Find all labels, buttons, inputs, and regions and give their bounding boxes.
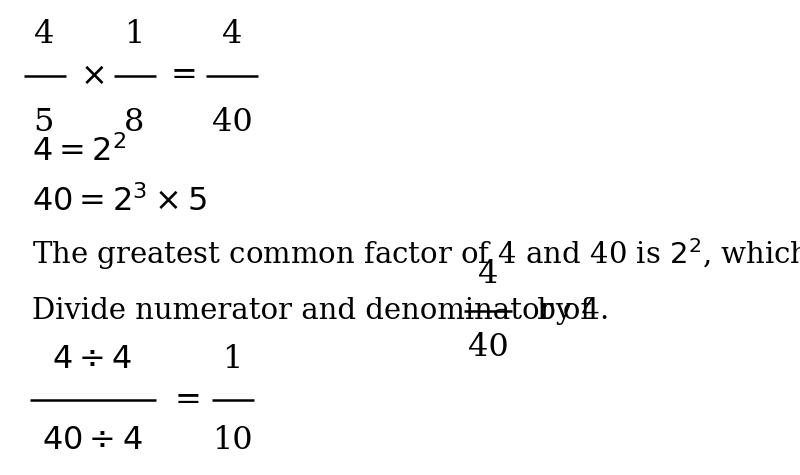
- Text: =: =: [170, 60, 198, 92]
- Text: 1: 1: [124, 19, 145, 50]
- Text: $4 = 2^2$: $4 = 2^2$: [32, 136, 126, 168]
- Text: by 4.: by 4.: [528, 297, 610, 325]
- Text: 40: 40: [468, 332, 508, 363]
- Text: Divide numerator and denominator of: Divide numerator and denominator of: [32, 297, 600, 325]
- Text: 40: 40: [212, 107, 252, 138]
- Text: 10: 10: [212, 425, 252, 456]
- Text: 4: 4: [34, 19, 54, 50]
- Text: 4: 4: [222, 19, 242, 50]
- Text: The greatest common factor of 4 and 40 is $2^2$, which equals 4.: The greatest common factor of 4 and 40 i…: [32, 236, 800, 272]
- Text: $40 = 2^3 \times 5$: $40 = 2^3 \times 5$: [32, 186, 206, 218]
- Text: 5: 5: [34, 107, 54, 138]
- Text: $40 \div 4$: $40 \div 4$: [42, 425, 142, 456]
- Text: $\times$: $\times$: [80, 60, 104, 92]
- Text: 1: 1: [222, 344, 242, 375]
- Text: 4: 4: [478, 259, 498, 290]
- Text: =: =: [174, 385, 202, 416]
- Text: 8: 8: [124, 107, 145, 138]
- Text: $4 \div 4$: $4 \div 4$: [52, 344, 132, 375]
